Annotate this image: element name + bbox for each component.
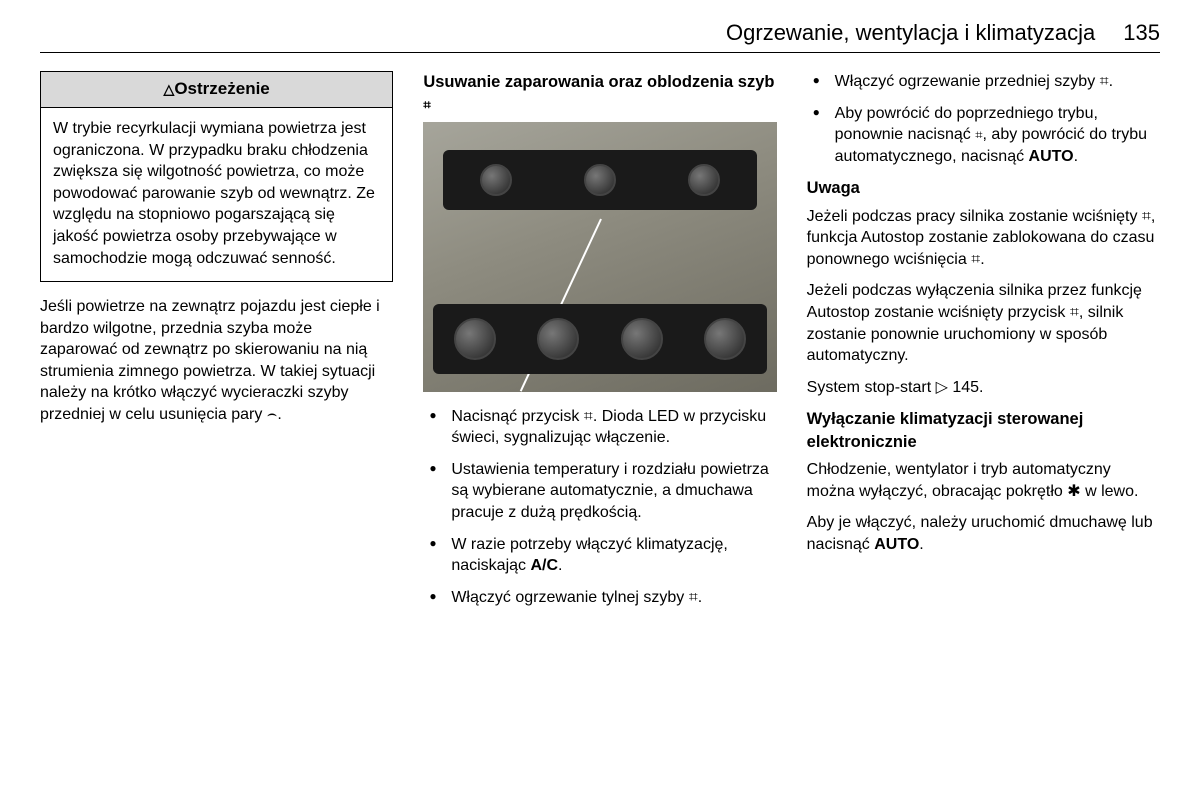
list-item: Ustawienia temperatury i rozdziału powie…	[423, 459, 776, 524]
figure-knob	[454, 318, 496, 360]
figure-knob	[480, 164, 512, 196]
defrost-max-icon: ⌗	[423, 96, 430, 114]
header-title: Ogrzewanie, wentylacja i klimatyzacja	[726, 20, 1095, 46]
content-columns: △Ostrzeżenie W trybie recyrkulacji wymia…	[40, 71, 1160, 618]
col3-bullet-list: Włączyć ogrzewanie przedniej szyby ⌗. Ab…	[807, 71, 1160, 167]
list-item: W razie potrzeby włączyć klimatyzację, n…	[423, 534, 776, 577]
ac-label: A/C	[530, 557, 558, 574]
col2-heading-text: Usuwanie zaparowania oraz oblodzenia szy…	[423, 73, 774, 91]
col1-para1: Jeśli powietrze na zewnątrz pojazdu jest…	[40, 296, 393, 426]
col2-heading: Usuwanie zaparowania oraz oblodzenia szy…	[423, 71, 776, 116]
figure-knob	[584, 164, 616, 196]
warning-box: △Ostrzeżenie W trybie recyrkulacji wymia…	[40, 71, 393, 282]
column-2: Usuwanie zaparowania oraz oblodzenia szy…	[423, 71, 776, 618]
auto-label: AUTO	[1029, 148, 1074, 165]
column-3: Włączyć ogrzewanie przedniej szyby ⌗. Ab…	[807, 71, 1160, 618]
figure-knob	[688, 164, 720, 196]
figure-lower-panel	[433, 304, 766, 374]
figure-knob	[704, 318, 746, 360]
list-item: Aby powrócić do poprzedniego trybu, pono…	[807, 103, 1160, 168]
list-item: Włączyć ogrzewanie przedniej szyby ⌗.	[807, 71, 1160, 93]
col3-para3: Chłodzenie, wentylator i tryb automatycz…	[807, 459, 1160, 502]
list-item: Nacisnąć przycisk ⌗. Dioda LED w przycis…	[423, 406, 776, 449]
figure-upper-panel	[443, 150, 756, 210]
note-heading: Uwaga	[807, 177, 1160, 199]
stopstart-ref: System stop-start ▷ 145.	[807, 377, 1160, 399]
note-para1: Jeżeli podczas pracy silnika zostanie wc…	[807, 206, 1160, 271]
note-para2: Jeżeli podczas wyłączenia silnika przez …	[807, 280, 1160, 366]
auto-label: AUTO	[874, 536, 919, 553]
page-header: Ogrzewanie, wentylacja i klimatyzacja 13…	[40, 20, 1160, 53]
list-item: Włączyć ogrzewanie tylnej szyby ⌗.	[423, 587, 776, 609]
warning-title: Ostrzeżenie	[174, 79, 269, 98]
col2-bullet-list: Nacisnąć przycisk ⌗. Dioda LED w przycis…	[423, 406, 776, 609]
warning-icon: △	[164, 81, 175, 97]
column-1: △Ostrzeżenie W trybie recyrkulacji wymia…	[40, 71, 393, 618]
page-number: 135	[1123, 20, 1160, 46]
col3-subheading2: Wyłączanie klimatyzacji sterowanej elekt…	[807, 408, 1160, 453]
warning-body: W trybie recyrkulacji wymiana powietrza …	[41, 108, 392, 281]
figure-knob	[621, 318, 663, 360]
warning-heading: △Ostrzeżenie	[41, 72, 392, 108]
col3-para4: Aby je włączyć, należy uruchomić dmuchaw…	[807, 512, 1160, 555]
figure-knob	[537, 318, 579, 360]
defrost-icon: ⌗	[975, 126, 982, 144]
climate-control-figure	[423, 122, 776, 392]
